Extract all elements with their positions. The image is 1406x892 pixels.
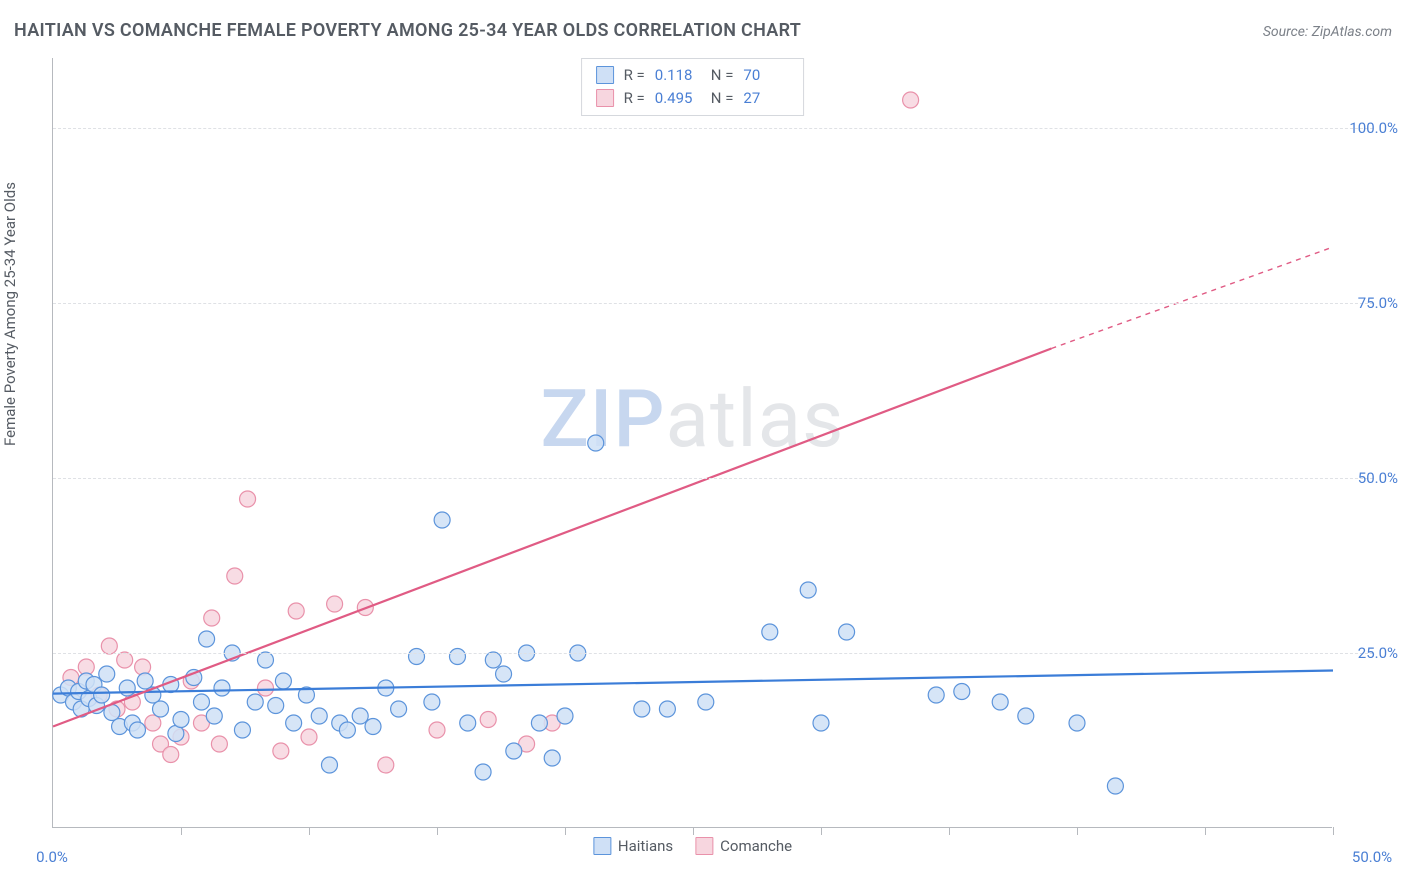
- legend-label-haitians: Haitians: [618, 837, 673, 855]
- plot-area: ZIPatlas R = 0.118 N = 70 R = 0.495 N = …: [52, 58, 1332, 828]
- y-tick-label: 75.0%: [1358, 294, 1398, 312]
- legend-swatch-haitians: [593, 837, 611, 855]
- y-tick-label: 100.0%: [1349, 119, 1398, 137]
- series-legend: Haitians Comanche: [593, 837, 792, 855]
- legend-item-haitians: Haitians: [593, 837, 673, 855]
- y-tick-label: 25.0%: [1358, 644, 1398, 662]
- y-axis-label: Female Poverty Among 25-34 Year Olds: [1, 182, 19, 446]
- stats-row-haitians: R = 0.118 N = 70: [596, 64, 790, 87]
- legend-label-comanche: Comanche: [720, 837, 792, 855]
- chart-source: Source: ZipAtlas.com: [1263, 24, 1392, 40]
- legend-swatch-comanche: [695, 837, 713, 855]
- chart-header: HAITIAN VS COMANCHE FEMALE POVERTY AMONG…: [14, 20, 1392, 41]
- legend-item-comanche: Comanche: [695, 837, 792, 855]
- plot-svg: [53, 58, 1393, 828]
- stats-legend: R = 0.118 N = 70 R = 0.495 N = 27: [581, 58, 805, 116]
- swatch-haitians: [596, 66, 614, 84]
- x-axis-min-label: 0.0%: [36, 848, 68, 866]
- x-axis-max-label: 50.0%: [1352, 848, 1392, 866]
- chart-title: HAITIAN VS COMANCHE FEMALE POVERTY AMONG…: [14, 20, 801, 41]
- swatch-comanche: [596, 89, 614, 107]
- stats-row-comanche: R = 0.495 N = 27: [596, 87, 790, 110]
- y-tick-label: 50.0%: [1358, 469, 1398, 487]
